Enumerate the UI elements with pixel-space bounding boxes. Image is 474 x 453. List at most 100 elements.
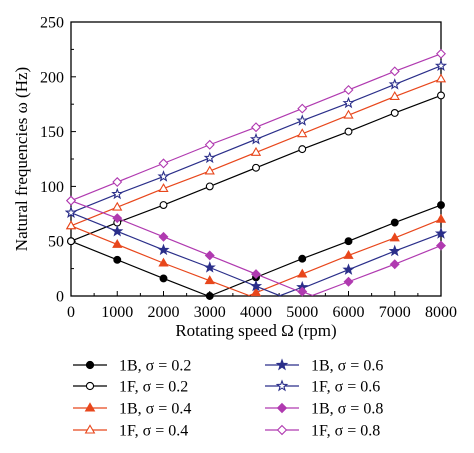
data-point	[435, 213, 447, 223]
data-point	[204, 165, 215, 175]
data-point	[84, 424, 96, 434]
legend-item: 1F, σ = 0.8	[265, 423, 380, 440]
data-point	[64, 206, 78, 218]
x-tick-label: 5000	[286, 304, 318, 321]
data-point	[251, 122, 261, 133]
data-point	[112, 177, 123, 187]
data-point	[388, 78, 401, 90]
data-point	[112, 238, 123, 248]
data-point	[297, 128, 308, 138]
x-tick-label: 1000	[101, 304, 133, 321]
data-point	[205, 292, 214, 300]
data-point	[436, 240, 446, 251]
data-point	[342, 96, 355, 109]
y-tick-label: 100	[40, 179, 64, 196]
x-tick-label: 3000	[194, 304, 226, 321]
y-tick-label: 250	[40, 15, 64, 32]
data-point	[204, 250, 215, 261]
data-point	[203, 261, 216, 273]
data-point	[390, 218, 399, 227]
data-point	[249, 132, 263, 145]
axis-ticks: 0 1000 2000 3000 4000 5000 6000 7000 8000 0 50 100 1…	[40, 15, 457, 322]
data-point	[389, 232, 400, 242]
legend-item: 1B, σ = 0.8	[265, 401, 383, 418]
data-point	[250, 146, 262, 156]
data-point	[437, 91, 445, 100]
data-point	[204, 139, 215, 150]
data-point	[435, 73, 447, 83]
data-point	[113, 255, 122, 264]
data-point	[275, 358, 289, 371]
data-point	[66, 195, 76, 206]
data-point	[85, 381, 95, 391]
series-markers	[64, 48, 448, 300]
x-tick-label: 2000	[148, 304, 180, 321]
legend-label: 1B, σ = 0.4	[119, 401, 191, 418]
y-tick-label: 50	[48, 234, 64, 251]
data-point	[203, 151, 216, 164]
data-point	[344, 127, 353, 136]
legend-label: 1F, σ = 0.4	[119, 423, 188, 440]
legend-item: 1B, σ = 0.4	[73, 401, 191, 418]
x-axis-label: Rotating speed Ω (rpm)	[175, 321, 336, 340]
data-point	[343, 276, 354, 287]
data-point	[388, 244, 401, 257]
legend-label: 1F, σ = 0.6	[311, 379, 380, 396]
data-point	[298, 254, 307, 263]
y-tick-label: 200	[40, 69, 64, 86]
data-point	[344, 237, 353, 246]
legend-item: 1B, σ = 0.6	[265, 358, 383, 375]
data-point	[390, 109, 399, 117]
data-point	[67, 237, 75, 246]
data-point	[434, 59, 448, 72]
series-lines	[70, 53, 442, 297]
data-point	[343, 249, 354, 259]
data-point	[65, 220, 77, 230]
data-point	[298, 145, 307, 154]
data-point	[84, 402, 96, 412]
legend-item: 1F, σ = 0.6	[265, 379, 380, 396]
data-point	[159, 201, 168, 209]
x-tick-label: 6000	[333, 304, 365, 321]
data-point	[157, 170, 170, 182]
data-point	[275, 379, 289, 392]
data-point	[112, 213, 123, 224]
legend-label: 1B, σ = 0.6	[311, 358, 383, 375]
data-point	[112, 201, 123, 211]
data-point	[250, 287, 262, 297]
data-point	[297, 268, 308, 278]
y-tick-label: 150	[40, 124, 64, 141]
x-tick-label: 7000	[379, 304, 411, 321]
data-point	[436, 48, 446, 59]
data-point	[276, 402, 288, 414]
data-point	[204, 275, 215, 285]
legend-label: 1F, σ = 0.2	[119, 379, 188, 396]
data-point	[158, 183, 169, 193]
data-point	[111, 224, 124, 237]
data-point	[205, 182, 214, 191]
data-point	[111, 187, 124, 200]
data-point	[342, 263, 355, 275]
data-point	[85, 360, 95, 370]
data-point	[297, 286, 308, 297]
legend-item: 1F, σ = 0.2	[73, 379, 188, 396]
data-point	[389, 259, 400, 270]
y-tick-label: 0	[56, 289, 64, 306]
legend-item: 1F, σ = 0.4	[73, 423, 188, 440]
data-point	[389, 91, 400, 100]
data-point	[158, 231, 169, 242]
data-point	[297, 103, 308, 114]
data-point	[158, 257, 169, 267]
legend-label: 1B, σ = 0.2	[119, 358, 191, 375]
legend-label: 1B, σ = 0.8	[311, 401, 383, 418]
data-point	[389, 66, 400, 77]
legend: 1B, σ = 0.2 1F, σ = 0.2 1B, σ = 0.4 1F, σ =…	[73, 358, 383, 440]
y-axis-label: Natural frequencies ω (Hz)	[12, 67, 31, 251]
data-point	[251, 269, 261, 280]
data-point	[157, 243, 170, 256]
data-point	[343, 109, 354, 119]
data-point	[159, 274, 168, 283]
legend-label: 1F, σ = 0.8	[311, 423, 380, 440]
series-line	[70, 204, 442, 297]
